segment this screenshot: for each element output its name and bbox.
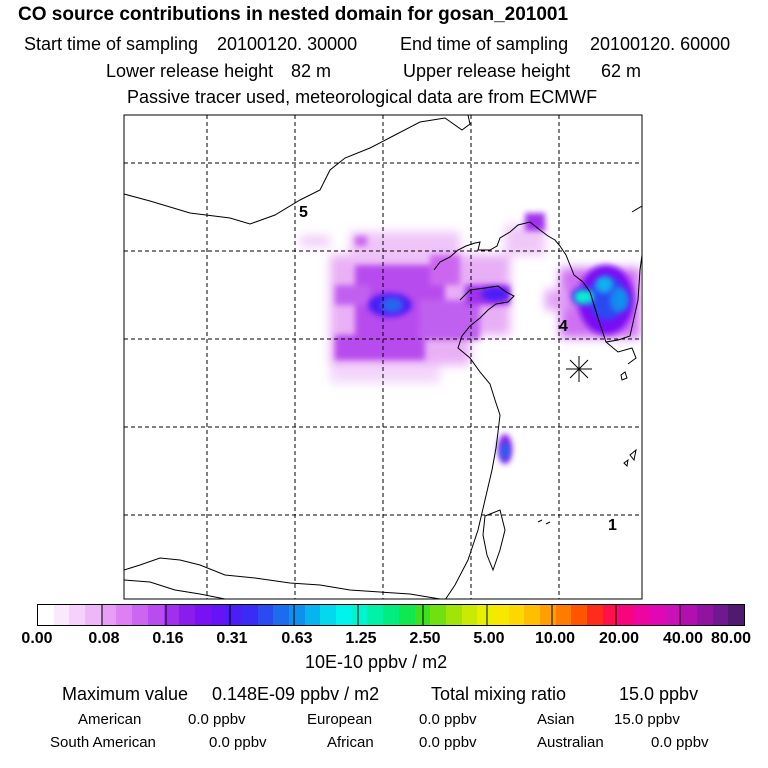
colorbar-segment	[728, 605, 744, 625]
region-name: Australian	[537, 734, 604, 751]
colorbar-tick: 1.25	[345, 630, 377, 647]
colorbar-segment	[571, 605, 588, 625]
max-value: 0.148E-09 ppbv / m2	[212, 684, 380, 704]
colorbar-tick: 0.00	[21, 630, 53, 647]
colorbar-tick: 0.31	[216, 630, 248, 647]
colorbar-segment	[351, 605, 368, 625]
colorbar-segment	[634, 605, 650, 625]
upper-release-value: 62 m	[601, 61, 642, 81]
colorbar-segment	[179, 605, 195, 625]
colorbar-segment	[289, 605, 305, 625]
colorbar-segment	[681, 605, 697, 625]
colorbar-tick: 2.50	[409, 630, 441, 647]
total-mixing-label: Total mixing ratio	[431, 684, 567, 704]
colorbar-segment	[665, 605, 682, 625]
colorbar-segment	[367, 605, 384, 625]
colorbar-segment	[38, 605, 54, 625]
colorbar-segment	[85, 605, 101, 625]
region-value: 0.0 ppbv	[188, 711, 246, 728]
colorbar-segment	[116, 605, 133, 625]
colorbar-segment	[273, 605, 289, 625]
lat-lon-grid	[124, 115, 642, 599]
colorbar-segment	[132, 605, 148, 625]
colorbar-segment	[194, 605, 211, 625]
colorbar-segment	[414, 605, 431, 625]
region-name: Asian	[537, 711, 575, 728]
region-name: African	[327, 734, 374, 751]
region-name: American	[78, 711, 142, 728]
colorbar-tick: 5.00	[473, 630, 505, 647]
plot-title: CO source contributions in nested domain…	[18, 4, 569, 25]
colorbar-segment	[100, 605, 117, 625]
colorbar-segment	[555, 605, 572, 625]
region-name: South American	[50, 734, 156, 751]
colorbar-segment	[649, 605, 666, 625]
colorbar-segment	[304, 605, 321, 625]
colorbar-segment	[53, 605, 70, 625]
colorbar-segment	[477, 605, 493, 625]
colorbar-tick: 20.00	[598, 630, 640, 647]
colorbar-tick: 0.63	[281, 630, 313, 647]
max-value-label: Maximum value	[62, 684, 189, 704]
colorbar-segment	[445, 605, 462, 625]
map-marker-1: 1	[608, 517, 617, 534]
colorbar-segment	[241, 605, 258, 625]
map-marker-5: 5	[299, 204, 308, 221]
end-time-label: End time of sampling	[400, 34, 569, 54]
region-value: 0.0 ppbv	[651, 734, 709, 751]
colorbar-tick: 80.00	[710, 630, 752, 647]
start-time-label: Start time of sampling	[24, 34, 199, 54]
colorbar-tick: 0.16	[152, 630, 184, 647]
colorbar-segment	[336, 605, 352, 625]
colorbar-units: 10E-10 ppbv / m2	[305, 652, 448, 672]
colorbar-segment	[257, 605, 274, 625]
coastlines	[124, 115, 642, 599]
lower-release-label: Lower release height	[106, 61, 274, 81]
region-value: 0.0 ppbv	[209, 734, 267, 751]
colorbar-segment	[524, 605, 540, 625]
colorbar-segment	[602, 605, 619, 625]
colorbar-segment	[320, 605, 337, 625]
colorbar-segment	[383, 605, 399, 625]
end-time-value: 20100120. 60000	[590, 34, 731, 54]
start-time-value: 20100120. 30000	[217, 34, 358, 54]
colorbar-segment	[430, 605, 446, 625]
upper-release-label: Upper release height	[403, 61, 571, 81]
colorbar-segment	[147, 605, 164, 625]
colorbar-segment	[69, 605, 86, 625]
colorbar-tick: 40.00	[662, 630, 704, 647]
colorbar-segment	[461, 605, 478, 625]
total-mixing-value: 15.0 ppbv	[619, 684, 699, 704]
colorbar-segment	[226, 605, 242, 625]
colorbar-segment	[587, 605, 603, 625]
region-value: 15.0 ppbv	[614, 711, 680, 728]
region-value: 0.0 ppbv	[419, 711, 477, 728]
colorbar	[37, 604, 745, 626]
colorbar-segment	[712, 605, 729, 625]
region-name: European	[307, 711, 373, 728]
colorbar-segment	[618, 605, 635, 625]
colorbar-segment	[696, 605, 713, 625]
colorbar-tick: 10.00	[534, 630, 576, 647]
colorbar-segment	[508, 605, 525, 625]
region-value: 0.0 ppbv	[419, 734, 477, 751]
station-marker-icon	[566, 356, 592, 382]
tracer-info: Passive tracer used, meteorological data…	[127, 87, 598, 107]
colorbar-segment	[398, 605, 415, 625]
colorbar-segment	[210, 605, 227, 625]
lower-release-value: 82 m	[291, 61, 332, 81]
map-marker-4: 4	[559, 318, 568, 335]
colorbar-segment	[540, 605, 556, 625]
colorbar-tick: 0.08	[88, 630, 120, 647]
concentration-field	[300, 213, 640, 464]
colorbar-segment	[492, 605, 509, 625]
colorbar-segment	[163, 605, 180, 625]
